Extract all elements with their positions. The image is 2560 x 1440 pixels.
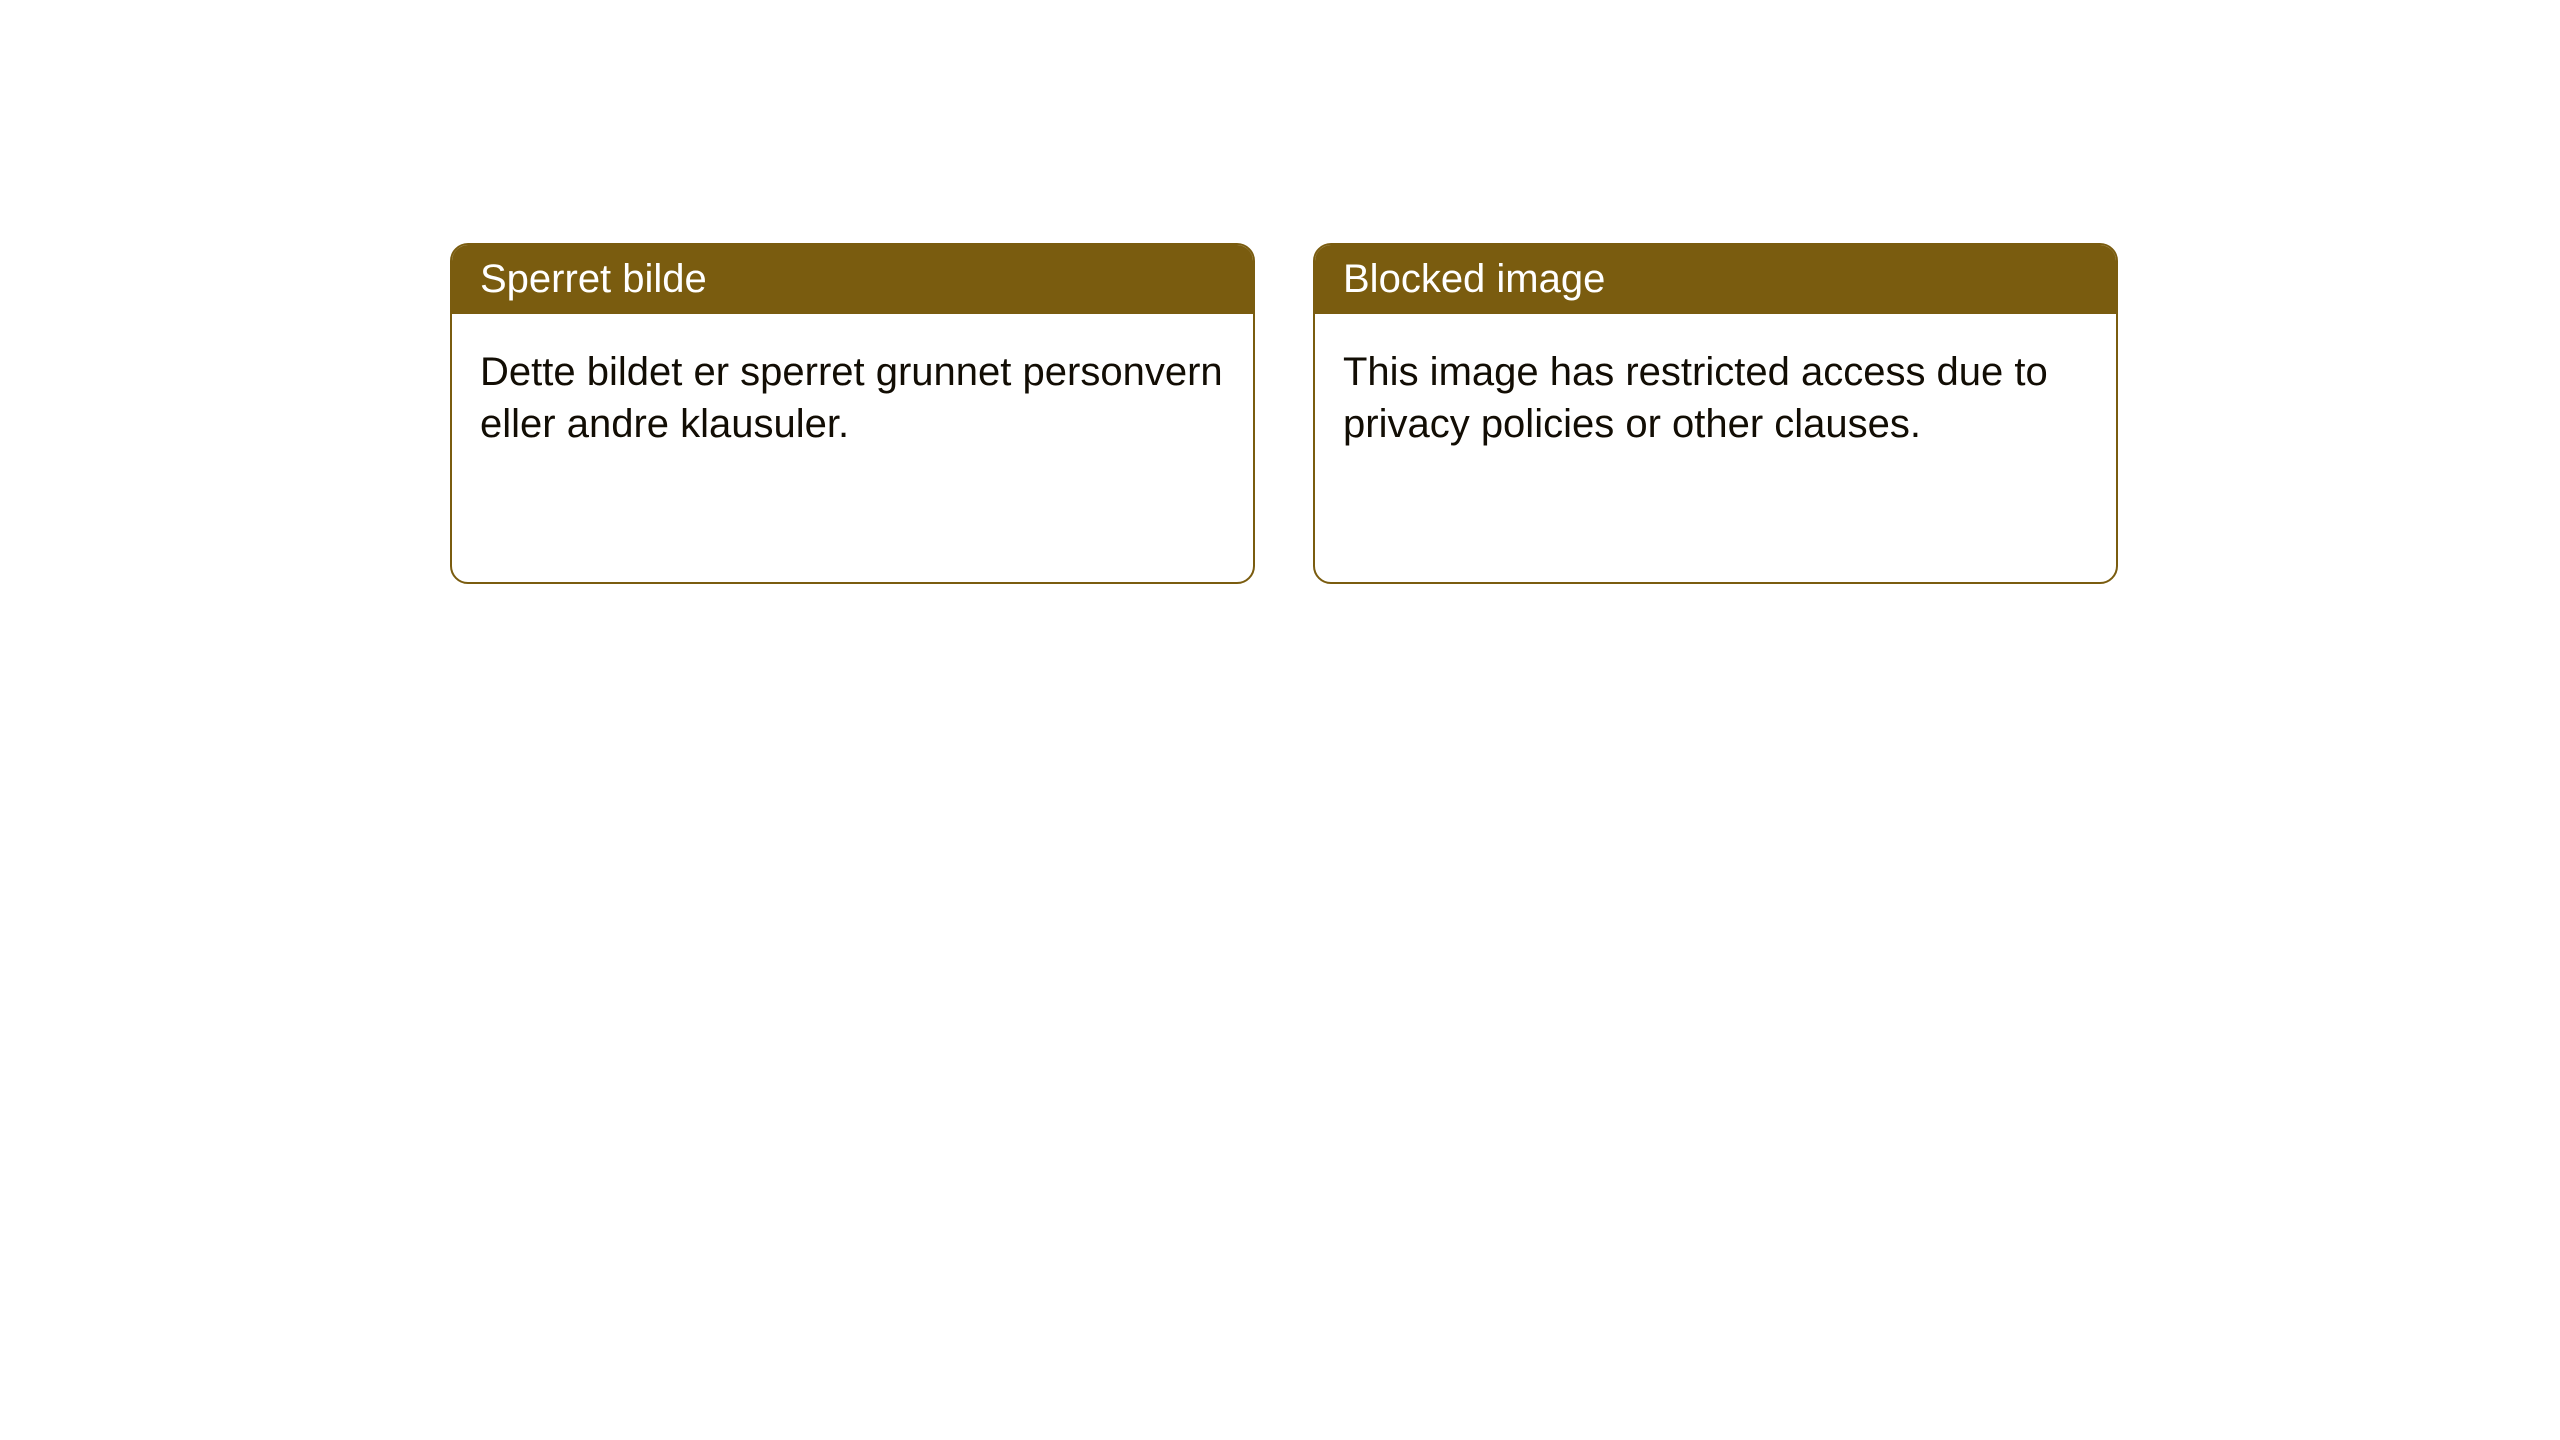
notice-card-english: Blocked image This image has restricted … bbox=[1313, 243, 2118, 584]
notice-header: Blocked image bbox=[1315, 245, 2116, 314]
notice-title: Sperret bilde bbox=[480, 257, 707, 301]
notice-header: Sperret bilde bbox=[452, 245, 1253, 314]
notice-text: This image has restricted access due to … bbox=[1343, 350, 2048, 446]
notice-text: Dette bildet er sperret grunnet personve… bbox=[480, 350, 1223, 446]
notice-body: This image has restricted access due to … bbox=[1315, 314, 2116, 482]
notice-body: Dette bildet er sperret grunnet personve… bbox=[452, 314, 1253, 482]
notice-title: Blocked image bbox=[1343, 257, 1605, 301]
notice-card-norwegian: Sperret bilde Dette bildet er sperret gr… bbox=[450, 243, 1255, 584]
notice-container: Sperret bilde Dette bildet er sperret gr… bbox=[450, 243, 2118, 584]
